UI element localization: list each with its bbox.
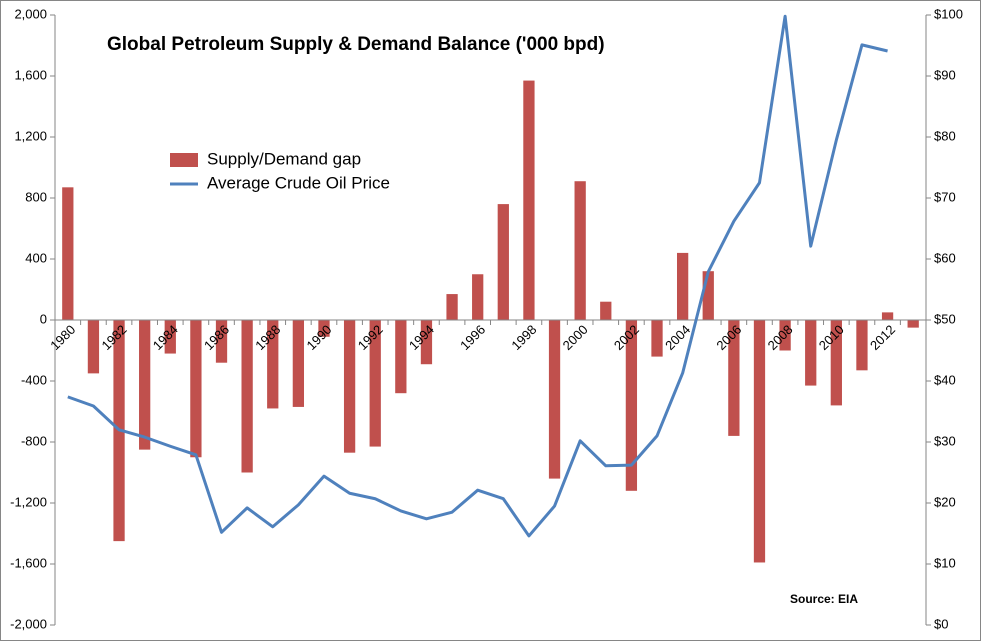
bar: [420, 320, 433, 365]
y-tick-label: -2,000: [10, 616, 47, 631]
bar: [907, 320, 919, 328]
bar: [676, 252, 689, 320]
bar: [881, 312, 894, 320]
source-note: Source: EIA: [790, 592, 858, 606]
bar: [318, 320, 330, 337]
bar: [164, 320, 176, 354]
bar: [62, 187, 74, 320]
bar: [215, 320, 228, 363]
y-tick-label: 400: [25, 250, 47, 265]
bar: [830, 320, 842, 406]
bar: [625, 320, 638, 491]
y-tick-label: 1,600: [14, 67, 47, 82]
bar: [292, 320, 305, 407]
bar: [728, 320, 740, 436]
y-tick-label: 1,200: [14, 128, 47, 143]
bar: [267, 320, 279, 409]
y-tick-label: 800: [25, 189, 47, 204]
bar: [497, 204, 509, 320]
bar: [87, 320, 100, 374]
bar: [241, 320, 253, 473]
y2-tick-label: $40: [934, 372, 956, 387]
bar: [472, 274, 484, 320]
bar: [343, 320, 356, 453]
bar: [446, 294, 458, 320]
bar: [702, 271, 714, 320]
bar: [779, 320, 791, 351]
bar: [753, 320, 766, 563]
y2-tick-label: $100: [934, 6, 963, 21]
y2-tick-label: $0: [934, 616, 948, 631]
chart-title: Global Petroleum Supply & Demand Balance…: [107, 34, 605, 55]
y2-tick-label: $10: [934, 555, 956, 570]
bar: [395, 320, 407, 394]
bar: [574, 181, 586, 320]
y2-tick-label: $50: [934, 311, 956, 326]
y-tick-label: -1,200: [10, 494, 47, 509]
y-tick-label: -800: [21, 433, 47, 448]
bar: [139, 320, 151, 450]
bar: [369, 320, 381, 447]
y2-tick-label: $60: [934, 250, 956, 265]
bar: [523, 80, 535, 320]
y2-tick-label: $30: [934, 433, 956, 448]
y-tick-label: 2,000: [14, 6, 47, 21]
y2-tick-label: $70: [934, 189, 956, 204]
bar: [805, 320, 817, 386]
legend-label: Average Crude Oil Price: [207, 173, 390, 192]
legend-swatch: [170, 153, 198, 167]
price-line: [67, 14, 888, 538]
y2-tick-label: $90: [934, 67, 956, 82]
y2-tick-label: $80: [934, 128, 956, 143]
y-tick-label: -1,600: [10, 555, 47, 570]
y-tick-label: 0: [40, 311, 47, 326]
bar: [548, 320, 561, 479]
y2-tick-label: $20: [934, 494, 956, 509]
y-tick-label: -400: [21, 372, 47, 387]
bar: [651, 320, 663, 357]
bar: [600, 301, 612, 320]
bar: [190, 320, 202, 458]
bar: [856, 320, 868, 371]
legend-label: Supply/Demand gap: [207, 149, 361, 168]
